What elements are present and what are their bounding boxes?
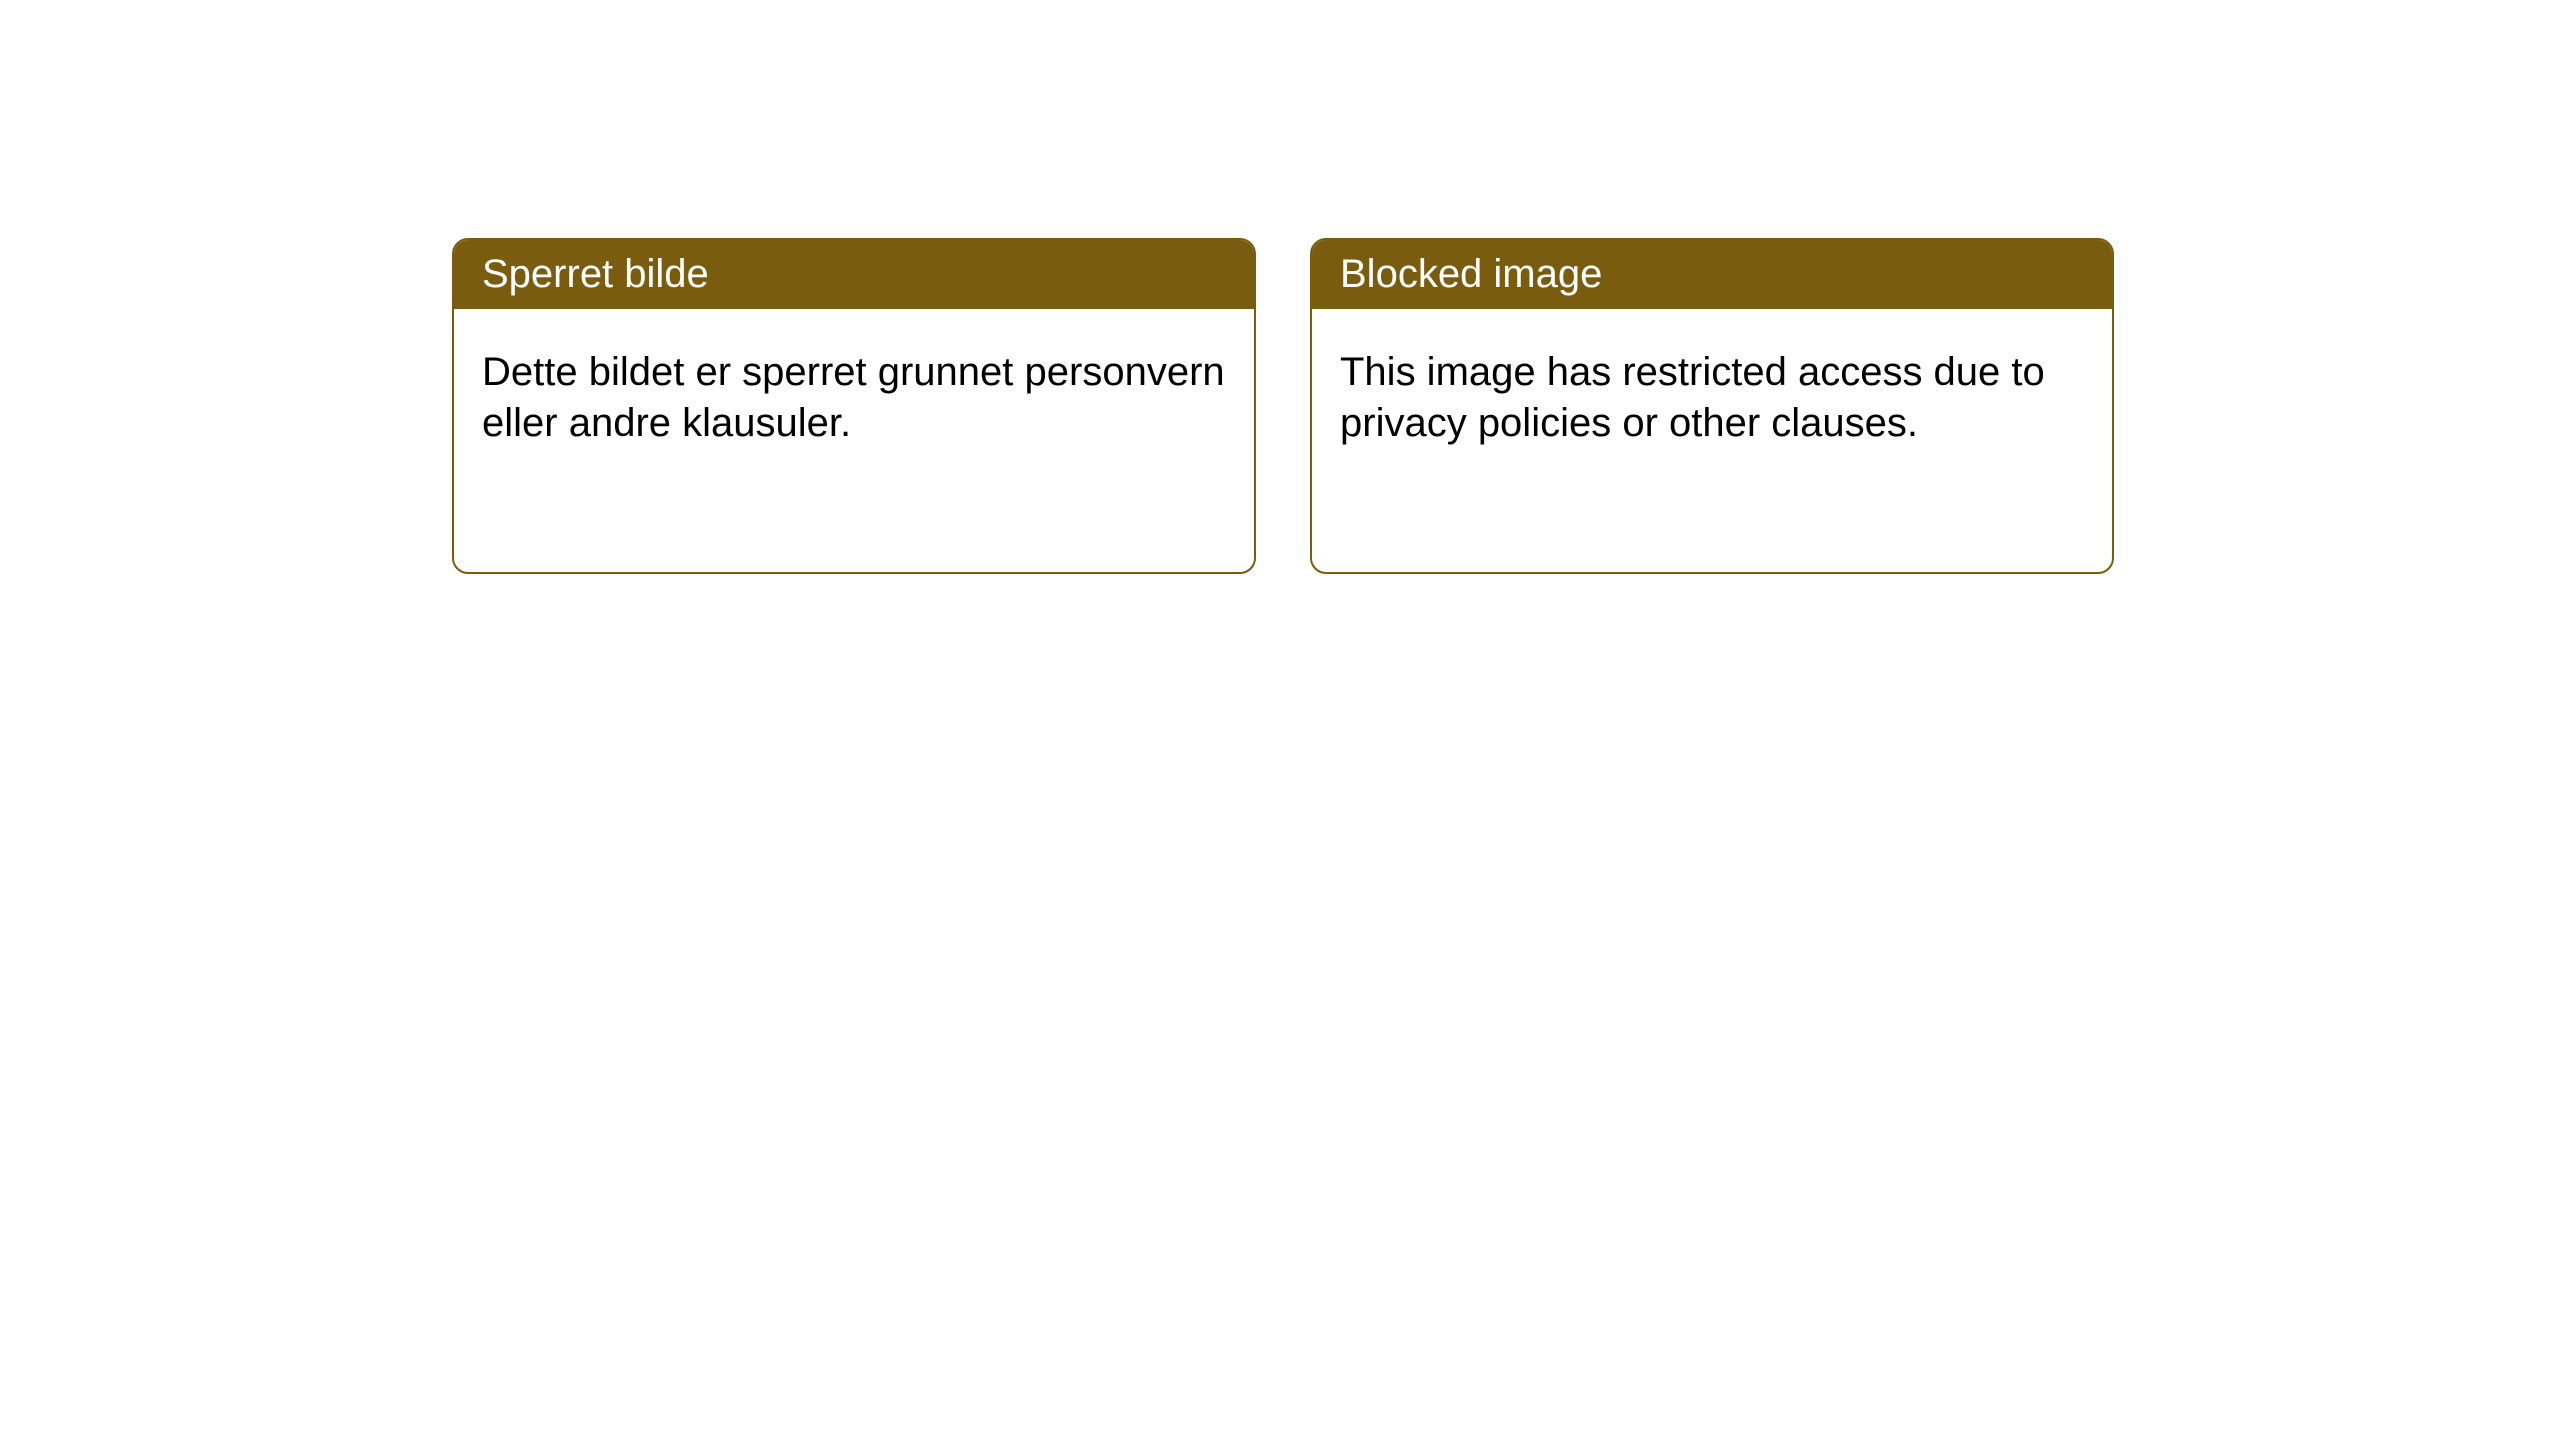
- notice-title-norwegian: Sperret bilde: [454, 240, 1254, 309]
- notice-title-english: Blocked image: [1312, 240, 2112, 309]
- notice-container: Sperret bilde Dette bildet er sperret gr…: [0, 0, 2560, 574]
- notice-card-english: Blocked image This image has restricted …: [1310, 238, 2114, 574]
- notice-card-norwegian: Sperret bilde Dette bildet er sperret gr…: [452, 238, 1256, 574]
- notice-body-english: This image has restricted access due to …: [1312, 309, 2112, 487]
- notice-body-norwegian: Dette bildet er sperret grunnet personve…: [454, 309, 1254, 487]
